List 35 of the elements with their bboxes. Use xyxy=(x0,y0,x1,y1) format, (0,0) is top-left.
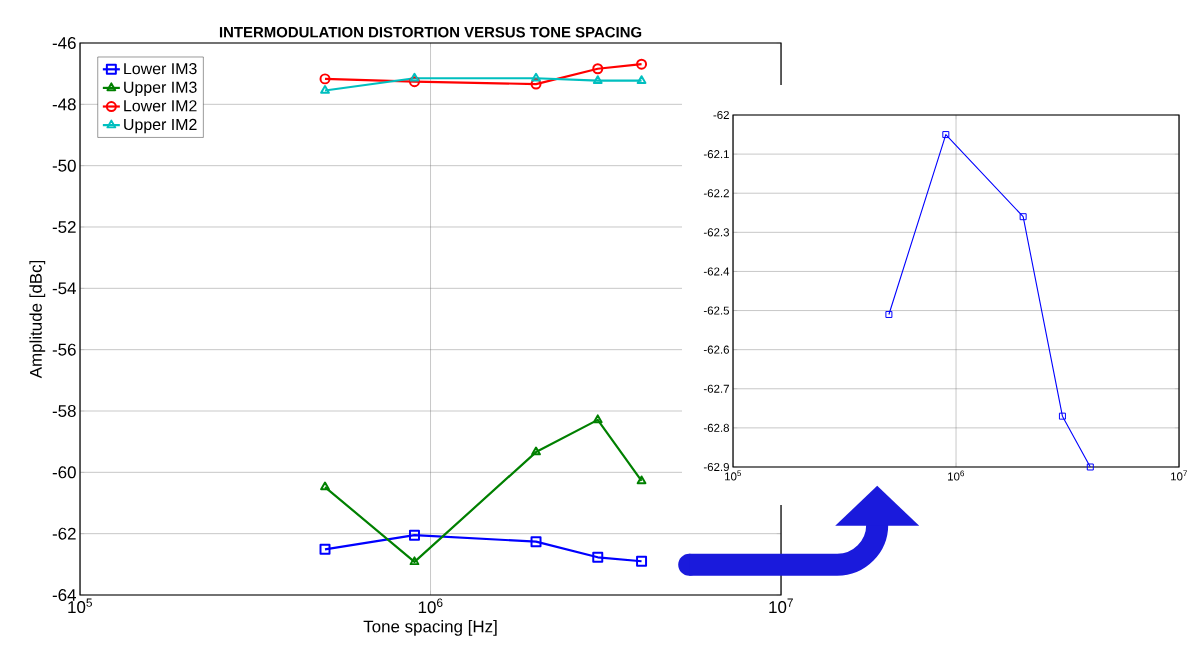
legend-label: Upper IM3 xyxy=(124,81,197,97)
y-tick-label: -62.8 xyxy=(703,423,730,432)
x-tick-label: 10$^{5}$ xyxy=(725,470,742,481)
x-tick-label: 10$^{6}$ xyxy=(418,598,443,614)
y-tick-label: -60 xyxy=(52,466,76,479)
y-tick-label: -58 xyxy=(52,405,76,417)
y-tick-label: -64 xyxy=(52,589,76,601)
point xyxy=(942,131,950,139)
legend-label: Lower IM2 xyxy=(124,100,197,112)
x-tick-label: 10$^{7}$ xyxy=(769,598,793,614)
x-tick-label: 10$^{6}$ xyxy=(948,470,965,481)
y-tick-label: -62.3 xyxy=(703,228,729,237)
legend-label: Upper IM2 xyxy=(124,118,197,134)
y-tick-label: -52 xyxy=(52,221,76,233)
y-tick-label: -62.4 xyxy=(703,267,730,276)
y-tick-label: -62.1 xyxy=(703,150,729,159)
legend-label: Lower IM3 xyxy=(124,62,197,75)
y-tick-label: -54 xyxy=(52,282,76,295)
y-axis-title: Amplitude [dBc] xyxy=(29,260,46,379)
x-tick-label: 10$^{7}$ xyxy=(1171,470,1187,481)
y-tick-label: -62.9 xyxy=(703,462,729,472)
y-tick-label: -62 xyxy=(52,527,76,540)
y-tick-label: -62.2 xyxy=(703,189,729,198)
y-tick-label: -62.5 xyxy=(703,306,730,315)
y-tick-label: -62.7 xyxy=(703,384,729,393)
y-tick-label: -48 xyxy=(52,98,76,111)
point xyxy=(1058,412,1066,420)
chart-title: INTERMODULATION DISTORTION VERSUS TONE SPACING xyxy=(219,26,642,38)
x-axis-title: Tone spacing [Hz] xyxy=(363,620,497,636)
y-tick-label: -62.6 xyxy=(703,345,729,354)
y-tick-label: -56 xyxy=(52,343,76,356)
y-tick-label: -50 xyxy=(52,159,76,172)
y-tick-label: -62 xyxy=(713,110,729,120)
y-tick-label: -46 xyxy=(52,37,76,49)
point xyxy=(885,310,893,318)
